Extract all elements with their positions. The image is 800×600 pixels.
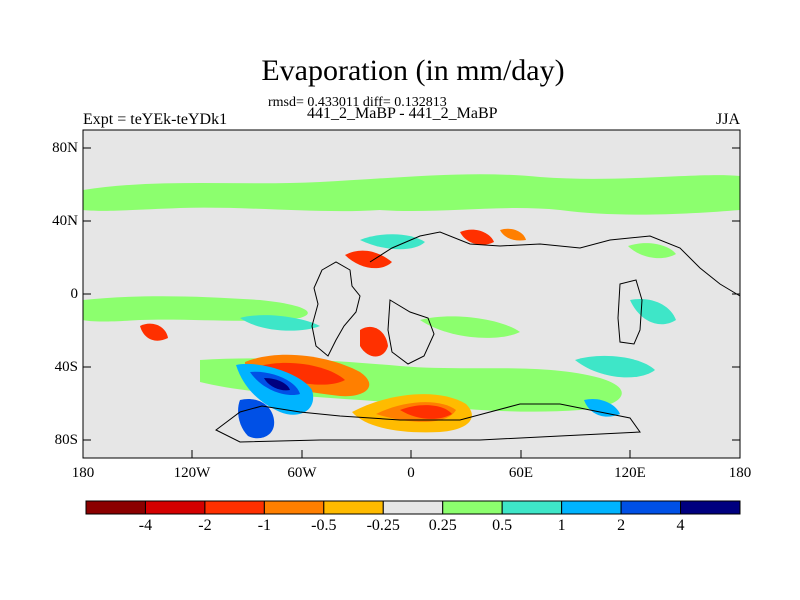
coastline-antarctica xyxy=(215,403,641,443)
lon-tick-label: 60W xyxy=(287,465,317,481)
experiment-label: Expt = teYEk-teYDk1 xyxy=(83,111,228,128)
colorbar-label: -4 xyxy=(138,517,153,534)
axis-ticks xyxy=(83,147,740,458)
field-eurasia-red xyxy=(460,229,494,245)
anomaly-fields xyxy=(83,174,740,439)
colorbar-label: 4 xyxy=(676,517,685,534)
colorbar-label: -2 xyxy=(198,517,212,534)
chart-title: Evaporation (in mm/day) xyxy=(261,54,565,87)
colorbar-label: 2 xyxy=(617,517,626,534)
field-australia-blue xyxy=(584,398,620,417)
colorbar-label: 1 xyxy=(557,517,566,534)
field-north-band xyxy=(83,174,740,215)
field-positive-max xyxy=(264,378,290,391)
field-east-pacific-red xyxy=(140,323,168,341)
field-australia-east xyxy=(575,355,655,378)
colorbar-swatch xyxy=(680,500,741,515)
stats-text: rmsd= 0.433011 diff= 0.132813 xyxy=(268,95,447,110)
lat-tick-label: 80S xyxy=(54,432,78,448)
colorbar-swatch xyxy=(382,500,444,515)
field-eurasia-orange xyxy=(500,228,526,241)
coastline-americas xyxy=(311,261,361,357)
lon-tick-label: 120W xyxy=(173,465,211,481)
lon-tick-label: 0 xyxy=(407,465,415,481)
coastline-australia xyxy=(617,279,643,345)
colorbar-swatch xyxy=(263,500,325,515)
colorbar-label: -0.5 xyxy=(311,517,337,534)
lat-tick-label: 40S xyxy=(54,359,78,375)
field-indian-ocean xyxy=(420,316,520,338)
lon-tick-label: 60E xyxy=(508,465,534,481)
colorbar-swatch xyxy=(85,500,146,515)
lon-tick-label: 180 xyxy=(71,465,95,481)
colorbar-swatch xyxy=(620,500,682,515)
field-east-asia xyxy=(628,243,676,259)
field-positive-antarctic xyxy=(238,398,275,439)
colorbar-swatch xyxy=(501,500,563,515)
colorbar-label: -1 xyxy=(257,517,272,534)
field-negative-atlantic-max xyxy=(400,405,452,419)
lat-tick-label: 40N xyxy=(52,213,78,229)
colorbar xyxy=(85,500,741,515)
colorbar-swatch xyxy=(442,500,503,515)
chart-subtitle: 441_2_MaBP - 441_2_MaBP xyxy=(307,105,498,122)
lon-tick-label: 180 xyxy=(728,465,752,481)
lat-tick-label: 80N xyxy=(52,140,78,156)
colorbar-swatch xyxy=(561,500,622,515)
coastlines xyxy=(215,231,741,443)
colorbar-label: -0.25 xyxy=(366,517,400,534)
coastline-africa-eurasia xyxy=(369,231,741,365)
lat-tick-label: 0 xyxy=(70,286,79,302)
season-label: JJA xyxy=(715,111,740,128)
field-indian-red xyxy=(360,326,388,357)
lon-tick-label: 120E xyxy=(614,465,646,481)
field-tropical-band xyxy=(83,296,308,322)
colorbar-label: 0.25 xyxy=(428,517,457,534)
colorbar-swatch xyxy=(204,500,265,515)
field-north-cyan xyxy=(360,234,425,250)
field-negative-core xyxy=(260,362,345,385)
colorbar-swatch xyxy=(323,500,384,515)
field-tropical-cyan xyxy=(240,315,320,331)
colorbar-label: 0.5 xyxy=(492,517,513,534)
colorbar-swatch xyxy=(144,500,206,515)
